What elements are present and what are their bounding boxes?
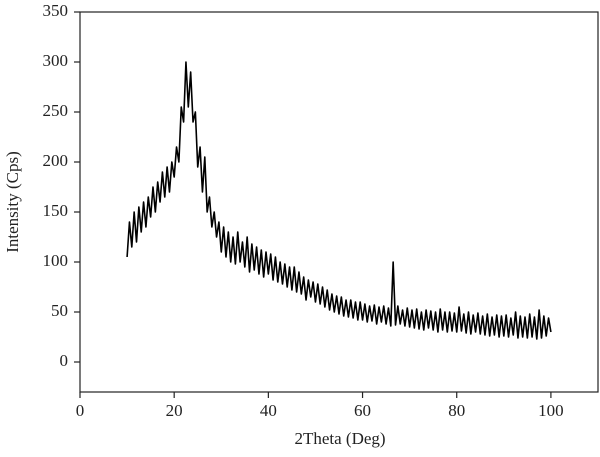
y-tick-label: 150 — [43, 201, 69, 220]
y-tick-label: 200 — [43, 151, 69, 170]
x-tick-label: 0 — [76, 401, 85, 420]
y-tick-label: 100 — [43, 251, 69, 270]
x-tick-label: 40 — [260, 401, 277, 420]
x-axis-label: 2Theta (Deg) — [294, 429, 385, 448]
y-tick-label: 350 — [43, 1, 69, 20]
y-tick-label: 0 — [60, 351, 69, 370]
x-tick-label: 20 — [166, 401, 183, 420]
plot-frame — [79, 11, 599, 393]
x-tick-label: 100 — [538, 401, 564, 420]
x-tick-label: 60 — [354, 401, 371, 420]
y-axis-label: Intensity (Cps) — [3, 151, 22, 253]
x-tick-label: 80 — [448, 401, 465, 420]
y-tick-label: 250 — [43, 101, 69, 120]
y-tick-label: 50 — [51, 301, 68, 320]
data-line — [126, 61, 552, 340]
y-tick-label: 300 — [43, 51, 69, 70]
